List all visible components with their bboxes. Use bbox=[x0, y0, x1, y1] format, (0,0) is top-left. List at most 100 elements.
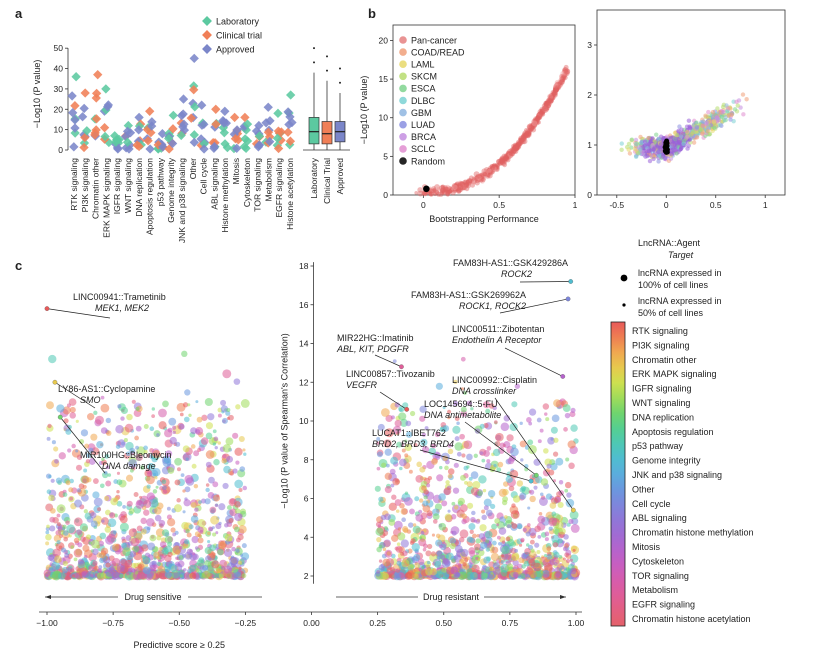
a-point bbox=[79, 103, 89, 114]
c-point bbox=[545, 493, 553, 500]
c-point bbox=[477, 490, 483, 497]
b-left-point bbox=[417, 190, 424, 197]
b-left-point bbox=[553, 89, 557, 93]
b-left-point bbox=[561, 75, 566, 81]
b-left-point bbox=[549, 94, 556, 101]
a-point bbox=[239, 142, 249, 152]
c-point bbox=[205, 422, 214, 430]
b-left-point bbox=[435, 191, 442, 197]
c-point bbox=[205, 461, 212, 468]
c-point bbox=[143, 509, 150, 516]
b-left-point bbox=[530, 124, 536, 130]
b-left-point bbox=[544, 102, 549, 107]
b-left-point bbox=[552, 89, 557, 95]
c-y-tick-label: 12 bbox=[299, 377, 309, 387]
c-point bbox=[96, 440, 104, 449]
c-point bbox=[466, 556, 471, 561]
a-y-tick-label: 10 bbox=[54, 125, 64, 135]
c-point bbox=[184, 474, 194, 484]
c-annotation-leader bbox=[374, 354, 402, 368]
c-point bbox=[521, 564, 526, 569]
c-point bbox=[395, 568, 401, 573]
c-point bbox=[225, 437, 234, 446]
b-left-point bbox=[504, 154, 510, 161]
b-left-point bbox=[545, 100, 551, 106]
b-left-point bbox=[555, 81, 561, 87]
b-left-point bbox=[538, 114, 543, 119]
c-point bbox=[139, 495, 143, 499]
b-left-point bbox=[519, 138, 525, 144]
c-point bbox=[161, 479, 167, 485]
b-left-point bbox=[465, 179, 470, 185]
c-point bbox=[564, 412, 571, 419]
c-point bbox=[146, 526, 151, 531]
b-left-point bbox=[470, 182, 476, 188]
c-point bbox=[71, 443, 76, 449]
c-point bbox=[411, 542, 420, 552]
c-point bbox=[553, 399, 561, 408]
c-point bbox=[423, 495, 428, 500]
c-point bbox=[63, 536, 69, 542]
b-left-point bbox=[546, 103, 552, 108]
a-point bbox=[157, 129, 168, 139]
b-left-point bbox=[496, 163, 500, 167]
c-point bbox=[158, 519, 166, 527]
b-left-point bbox=[518, 137, 524, 143]
b-left-point bbox=[502, 156, 508, 161]
c-point bbox=[134, 571, 139, 575]
b-left-point bbox=[536, 115, 541, 120]
c-point bbox=[190, 515, 199, 523]
c-point bbox=[378, 496, 384, 502]
c-point bbox=[469, 550, 476, 557]
c-point bbox=[154, 506, 162, 515]
b-left-point bbox=[436, 186, 441, 191]
b-left-point bbox=[540, 109, 544, 114]
c-point bbox=[76, 488, 82, 493]
inset-outlier bbox=[326, 55, 328, 58]
c-point bbox=[58, 572, 66, 580]
b-left-point bbox=[547, 94, 553, 100]
b-left-point bbox=[515, 143, 520, 149]
c-point bbox=[381, 462, 387, 468]
b-left-point bbox=[522, 134, 527, 139]
c-point bbox=[116, 563, 125, 573]
c-point bbox=[171, 569, 180, 579]
c-point bbox=[205, 487, 210, 493]
b-right-point bbox=[690, 129, 696, 135]
c-point bbox=[427, 543, 433, 550]
b-left-point bbox=[475, 176, 480, 181]
b-left-point bbox=[529, 123, 535, 129]
c-point bbox=[221, 417, 228, 424]
c-point bbox=[390, 456, 399, 465]
b-left-point bbox=[463, 179, 468, 184]
b-left-point bbox=[494, 163, 500, 170]
c-point bbox=[540, 492, 544, 496]
c-point bbox=[536, 417, 542, 423]
b-left-point bbox=[510, 147, 516, 153]
b-left-point bbox=[476, 174, 482, 181]
b-left-point bbox=[475, 174, 480, 179]
a-category-label: WNT signaling bbox=[123, 158, 133, 213]
c-point bbox=[228, 518, 234, 524]
a-point bbox=[132, 140, 142, 150]
c-point bbox=[153, 551, 160, 559]
c-point bbox=[513, 573, 519, 579]
b-left-point bbox=[543, 100, 549, 107]
c-point bbox=[100, 427, 108, 434]
c-point bbox=[218, 573, 224, 579]
c-point bbox=[466, 465, 470, 469]
c-point bbox=[374, 485, 381, 492]
c-point bbox=[485, 547, 491, 552]
b-left-point bbox=[537, 115, 542, 121]
c-point bbox=[511, 553, 520, 562]
b-left-point bbox=[485, 172, 491, 178]
b-left-point bbox=[533, 123, 538, 128]
b-left-point bbox=[516, 141, 522, 146]
c-point bbox=[483, 498, 492, 507]
b-left-point bbox=[534, 115, 541, 121]
c-point bbox=[197, 533, 202, 538]
b-right-point bbox=[679, 127, 684, 132]
b-left-point bbox=[477, 172, 484, 179]
c-point bbox=[398, 412, 407, 421]
b-left-point bbox=[541, 103, 548, 110]
